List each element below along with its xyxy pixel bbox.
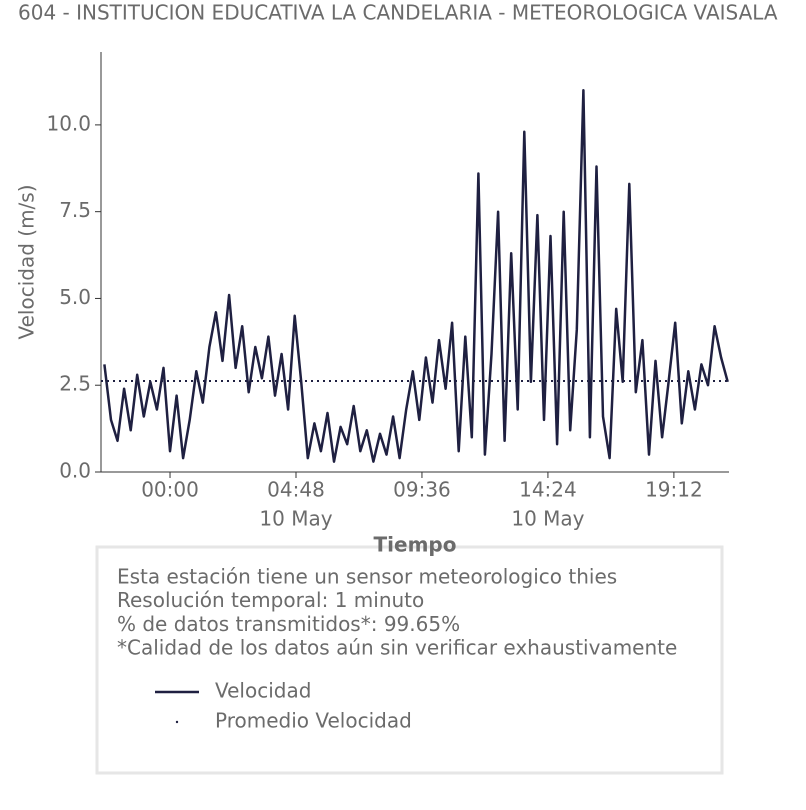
info-line: Esta estación tiene un sensor meteorolog… <box>117 565 617 589</box>
x-tick-label: 09:36 <box>393 478 451 502</box>
x-axis-label: Tiempo <box>374 533 457 557</box>
x-tick-label: 19:12 <box>645 478 703 502</box>
x-tick-label: 14:24 <box>519 478 577 502</box>
x-tick-sublabel: 10 May <box>259 507 332 531</box>
chart-title: 604 - INSTITUCION EDUCATIVA LA CANDELARI… <box>18 1 778 25</box>
legend-swatch <box>175 720 179 724</box>
y-tick-label: 7.5 <box>59 198 91 222</box>
x-tick-label: 04:48 <box>267 478 325 502</box>
info-line: Resolución temporal: 1 minuto <box>117 588 424 612</box>
y-tick-label: 10.0 <box>46 111 91 135</box>
legend-label: Promedio Velocidad <box>215 709 412 733</box>
info-box <box>95 545 724 775</box>
x-tick-label: 00:00 <box>141 478 199 502</box>
legend-label: Velocidad <box>215 679 311 703</box>
x-tick-sublabel: 10 May <box>511 507 584 531</box>
info-line: *Calidad de los datos aún sin verificar … <box>117 636 677 660</box>
y-axis-label: Velocidad (m/s) <box>15 184 39 339</box>
info-line: % de datos transmitidos*: 99.65% <box>117 612 460 636</box>
y-tick-label: 0.0 <box>59 459 91 483</box>
y-tick-label: 2.5 <box>59 372 91 396</box>
y-tick-label: 5.0 <box>59 285 91 309</box>
series-line <box>103 88 729 463</box>
